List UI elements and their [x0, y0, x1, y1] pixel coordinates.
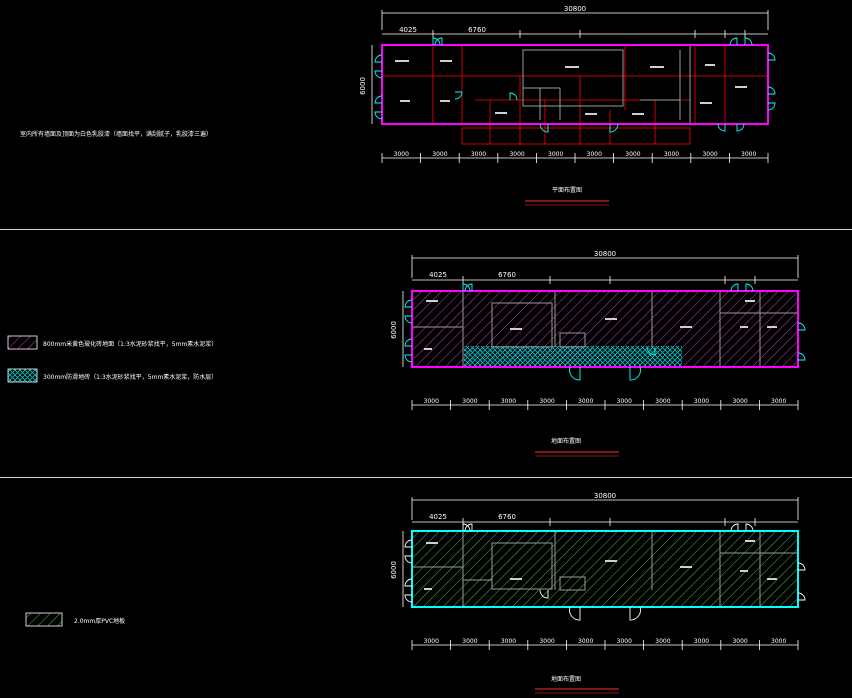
exterior-wall [411, 530, 799, 608]
overall-dimension: 30800 [594, 492, 616, 500]
bottom-dimension-label: 3000 [578, 638, 593, 645]
general-note: 室内所有墙面及顶面为白色乳胶漆（墙面找平，满刮腻子，乳胶漆三遍） [20, 130, 212, 138]
bottom-dimension-label: 3000 [578, 398, 593, 405]
bottom-dimension-label: 3000 [462, 398, 477, 405]
floor-plan-2: 30800 4025 6760 6000 [7, 250, 806, 457]
legend-cyan: 300mm防滑地砖（1:3水泥砂浆找平，5mm素水泥浆，防水层） [7, 368, 217, 383]
door-symbols [404, 283, 806, 381]
dimension-ticks [381, 153, 769, 163]
bottom-dimension-label: 3000 [587, 151, 602, 158]
plan-title: 平面布置图 [552, 186, 582, 194]
top-dimension-1: 4025 [429, 271, 447, 279]
legend-green: 2.0mm厚PVC地板 [25, 612, 125, 627]
bottom-dimension-label: 3000 [548, 151, 563, 158]
top-dimension-1: 4025 [399, 26, 417, 34]
legend-purple-text: 800mm米黄色玻化砖地面（1:3水泥砂浆找平，5mm素水泥浆） [43, 340, 217, 348]
bottom-dimension-label: 3000 [694, 398, 709, 405]
dimension-lines-top [381, 10, 769, 38]
left-dimension: 6000 [390, 321, 398, 339]
top-dimension-2: 6760 [468, 26, 486, 34]
green-hatch-area [412, 531, 798, 607]
plan-title: 地面布置图 [551, 437, 581, 445]
bottom-dimension-label: 3000 [702, 151, 717, 158]
bottom-dimension-label: 3000 [501, 398, 516, 405]
bottom-dimension-label: 3000 [539, 398, 554, 405]
left-dimension: 6000 [359, 77, 367, 95]
bottom-dimension-label: 3000 [664, 151, 679, 158]
bottom-dimension-label: 3000 [694, 638, 709, 645]
bottom-dimension-label: 3000 [741, 151, 756, 158]
bottom-dimension-label: 3000 [471, 151, 486, 158]
section-divider-1 [0, 229, 852, 230]
bottom-dimension-label: 3000 [539, 638, 554, 645]
door-symbols [404, 523, 806, 621]
top-dimension-2: 6760 [498, 271, 516, 279]
bottom-dimension-label: 3000 [771, 398, 786, 405]
left-dimension: 6000 [390, 561, 398, 579]
bottom-dimension-label: 3000 [655, 638, 670, 645]
bottom-dimension-label: 3000 [771, 638, 786, 645]
bottom-dimension-label: 3000 [625, 151, 640, 158]
bottom-dimension-label: 3000 [617, 398, 632, 405]
bottom-dimension-label: 3000 [462, 638, 477, 645]
bottom-dimension-label: 3000 [501, 638, 516, 645]
top-dimension-1: 4025 [429, 513, 447, 521]
bottom-dimension-label: 3000 [424, 638, 439, 645]
exterior-wall [411, 290, 799, 368]
top-dimension-2: 6760 [498, 513, 516, 521]
room-labels [395, 60, 747, 115]
bottom-dimension-label: 3000 [424, 398, 439, 405]
exterior-wall [381, 44, 769, 125]
legend-green-text: 2.0mm厚PVC地板 [74, 617, 125, 625]
bottom-dimension-labels: 3000 3000 3000 3000 3000 3000 3000 3000 3000 3000 [424, 638, 787, 645]
interior-partitions [382, 45, 768, 145]
bottom-dimension-label: 3000 [509, 151, 524, 158]
plan-title: 地面布置图 [551, 675, 581, 683]
door-symbols [374, 37, 776, 133]
bottom-dimension-label: 3000 [617, 638, 632, 645]
cyan-hatch-area [464, 346, 682, 366]
bottom-dimension-label: 3000 [732, 398, 747, 405]
overall-dimension: 30800 [564, 5, 586, 13]
inner-walls [522, 45, 691, 124]
bottom-dimension-label: 3000 [655, 398, 670, 405]
legend-purple: 800mm米黄色玻化砖地面（1:3水泥砂浆找平，5mm素水泥浆） [7, 335, 217, 350]
bottom-dimension-labels: 3000 3000 3000 3000 3000 3000 3000 3000 3000 3000 [394, 151, 757, 158]
bottom-dimension-labels: 3000 3000 3000 3000 3000 3000 3000 3000 3000 3000 [424, 398, 787, 405]
section-divider-2 [0, 477, 852, 478]
bottom-dimension-label: 3000 [394, 151, 409, 158]
floor-plan-1: 30800 4025 6760 6000 [20, 5, 776, 206]
inner-walls [412, 531, 798, 607]
legend-cyan-text: 300mm防滑地砖（1:3水泥砂浆找平，5mm素水泥浆，防水层） [43, 373, 217, 381]
floor-plan-3: 30800 4025 6760 6000 [25, 492, 806, 694]
bottom-dimension-label: 3000 [432, 151, 447, 158]
overall-dimension: 30800 [594, 250, 616, 258]
bottom-dimension-label: 3000 [732, 638, 747, 645]
inner-walls [412, 291, 798, 367]
